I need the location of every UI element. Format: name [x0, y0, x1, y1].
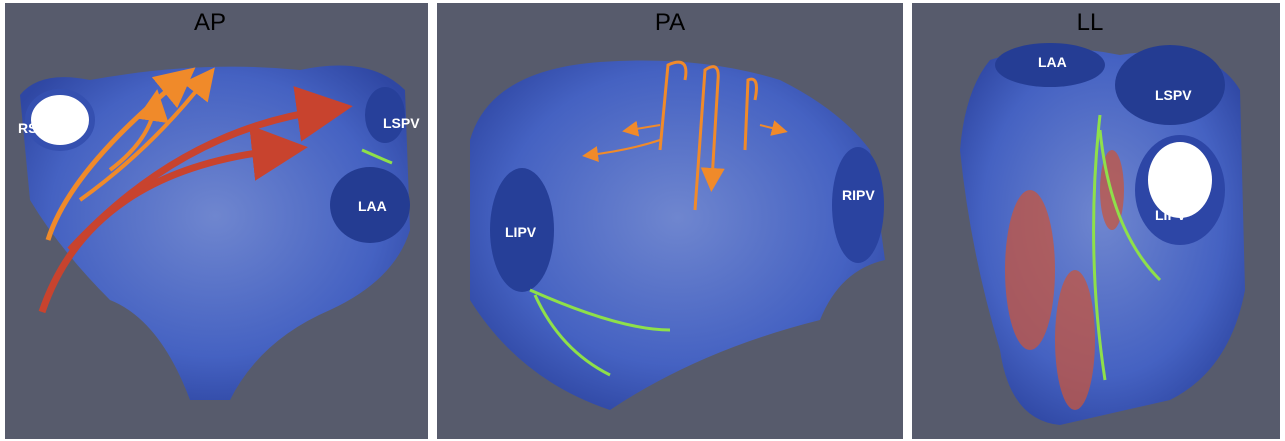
structure-label: LSPV — [383, 115, 420, 131]
panel-ap: AP RSPV LSPV LAA — [5, 3, 428, 439]
structure-label: LIPV — [505, 224, 537, 240]
panel-pa: PA LIPV RIPV — [437, 3, 903, 439]
panel-title: AP — [194, 9, 226, 36]
structure-label: LAA — [358, 198, 387, 214]
structure-label: RSPV — [18, 120, 57, 136]
structure-label: LSPV — [1155, 87, 1192, 103]
panel-title: LL — [1077, 9, 1104, 36]
panel-ll: LL LAA LSPV LIPV — [912, 3, 1280, 439]
scar-region — [1055, 270, 1095, 410]
structure-label: RIPV — [842, 187, 875, 203]
structure-label: LIPV — [1155, 207, 1187, 223]
vein-ostium — [832, 147, 884, 263]
scar-region — [1005, 190, 1055, 350]
vein-ostium — [1115, 45, 1225, 125]
panel-title: PA — [655, 9, 685, 36]
figure: AP RSPV LSPV LAA PA LIPV RIPV LL — [0, 0, 1285, 441]
structure-label: LAA — [1038, 54, 1067, 70]
